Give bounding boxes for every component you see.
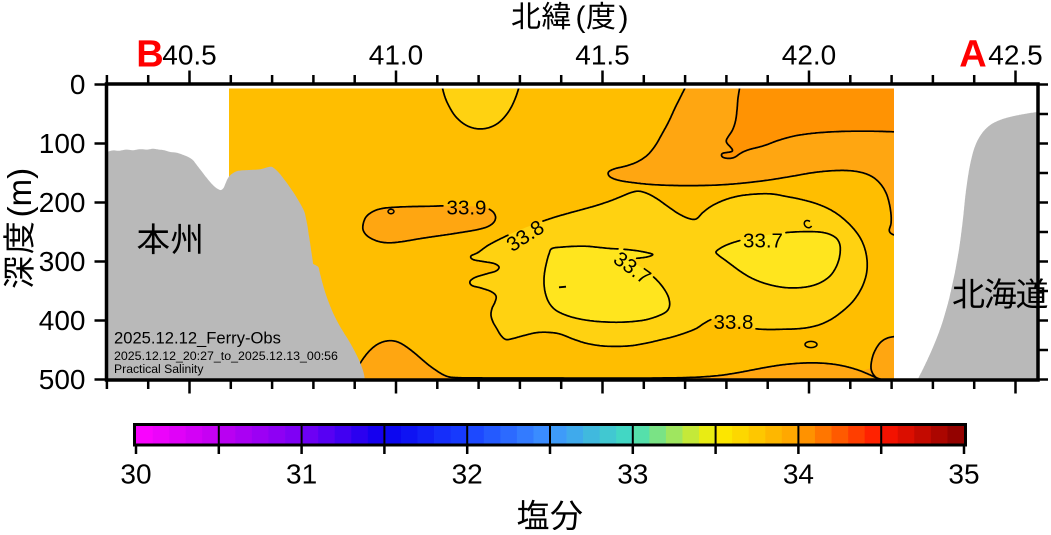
svg-text:33.9: 33.9 (447, 197, 487, 220)
svg-text:33: 33 (617, 459, 648, 490)
svg-text:A: A (959, 34, 986, 76)
svg-text:31: 31 (286, 459, 317, 490)
svg-text:0: 0 (70, 69, 86, 100)
svg-text:Practical Salinity: Practical Salinity (114, 362, 204, 376)
svg-text:300: 300 (39, 246, 86, 277)
svg-text:2025.12.12_Ferry-Obs: 2025.12.12_Ferry-Obs (114, 329, 281, 348)
svg-text:30: 30 (120, 459, 151, 490)
svg-text:100: 100 (39, 128, 86, 159)
svg-text:41.5: 41.5 (575, 40, 630, 71)
svg-text:40.5: 40.5 (162, 40, 217, 71)
svg-text:): ) (619, 1, 629, 34)
svg-text:(m): (m) (1, 168, 38, 217)
svg-text:35: 35 (948, 459, 979, 490)
svg-text:B: B (136, 34, 163, 76)
svg-text:41.0: 41.0 (369, 40, 424, 71)
svg-text:400: 400 (39, 305, 86, 336)
svg-text:33.8: 33.8 (714, 311, 754, 334)
svg-text:2025.12.12_20:27_to_2025.12.13: 2025.12.12_20:27_to_2025.12.13_00:56 (114, 349, 338, 363)
svg-text:42.5: 42.5 (988, 40, 1043, 71)
svg-text:(: ( (576, 1, 586, 34)
svg-text:33.7: 33.7 (743, 230, 783, 253)
svg-text:32: 32 (452, 459, 483, 490)
svg-text:34: 34 (783, 459, 814, 490)
svg-text:42.0: 42.0 (782, 40, 837, 71)
svg-text:500: 500 (39, 364, 86, 395)
svg-text:200: 200 (39, 187, 86, 218)
